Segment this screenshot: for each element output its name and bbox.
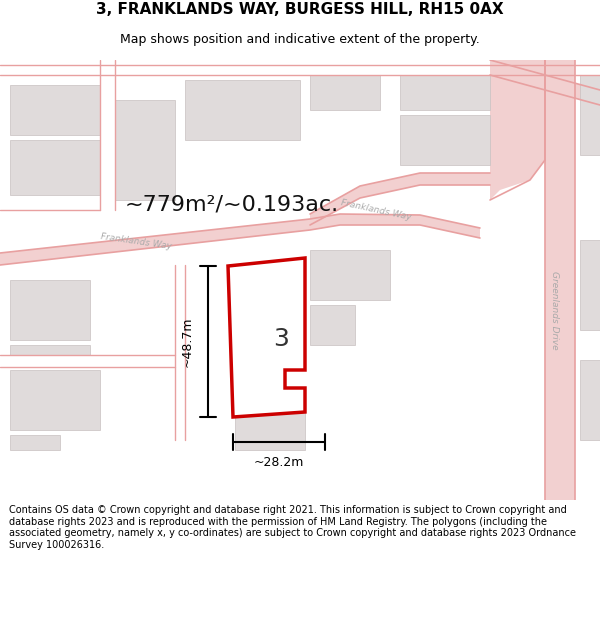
Polygon shape: [580, 75, 600, 155]
Text: 3: 3: [274, 327, 289, 351]
Text: Franklands Way: Franklands Way: [340, 198, 412, 222]
Polygon shape: [10, 435, 60, 450]
Polygon shape: [10, 140, 100, 195]
Polygon shape: [228, 258, 305, 417]
Polygon shape: [185, 80, 300, 140]
Text: ~779m²/~0.193ac.: ~779m²/~0.193ac.: [125, 195, 339, 215]
Polygon shape: [490, 60, 545, 200]
Text: ~28.2m: ~28.2m: [254, 456, 304, 469]
Text: Franklands Way: Franklands Way: [100, 232, 172, 251]
Text: Contains OS data © Crown copyright and database right 2021. This information is : Contains OS data © Crown copyright and d…: [9, 505, 576, 550]
Polygon shape: [235, 400, 305, 450]
Polygon shape: [310, 250, 390, 300]
Polygon shape: [10, 280, 90, 340]
Polygon shape: [400, 115, 490, 165]
Polygon shape: [490, 60, 600, 105]
Polygon shape: [545, 60, 575, 500]
Text: Greenlands Drive: Greenlands Drive: [551, 271, 560, 349]
Polygon shape: [400, 75, 490, 110]
Polygon shape: [10, 85, 100, 135]
Polygon shape: [310, 173, 490, 225]
Polygon shape: [10, 370, 100, 430]
Text: 3, FRANKLANDS WAY, BURGESS HILL, RH15 0AX: 3, FRANKLANDS WAY, BURGESS HILL, RH15 0A…: [96, 1, 504, 16]
Polygon shape: [580, 240, 600, 330]
Polygon shape: [0, 214, 480, 265]
Polygon shape: [115, 100, 175, 200]
Polygon shape: [310, 75, 380, 110]
Polygon shape: [580, 360, 600, 440]
Polygon shape: [310, 305, 355, 345]
Text: ~48.7m: ~48.7m: [181, 316, 194, 367]
Text: Map shows position and indicative extent of the property.: Map shows position and indicative extent…: [120, 32, 480, 46]
Polygon shape: [10, 345, 90, 355]
